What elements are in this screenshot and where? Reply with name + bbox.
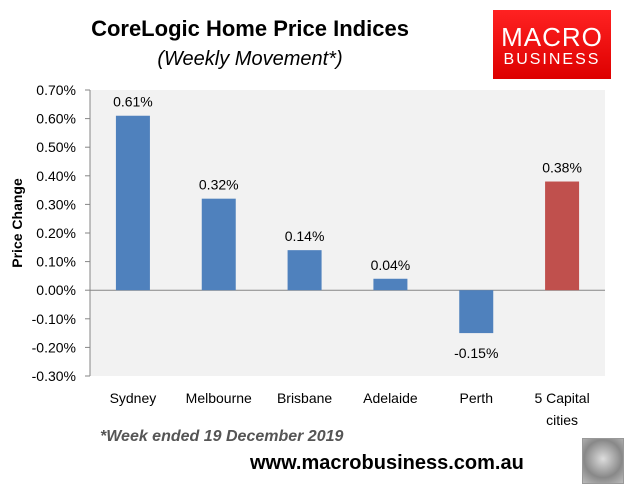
y-tick-label: -0.30% — [32, 368, 76, 384]
y-tick-label: 0.70% — [36, 82, 76, 98]
logo-line-2: BUSINESS — [503, 51, 601, 68]
chart-title: CoreLogic Home Price Indices — [91, 16, 409, 41]
data-label: 0.38% — [542, 160, 582, 176]
data-label: 0.04% — [371, 257, 411, 273]
wolf-logo-icon — [582, 438, 624, 484]
y-tick-label: 0.40% — [36, 168, 76, 184]
y-tick-label: 0.00% — [36, 282, 76, 298]
bar — [545, 181, 580, 291]
x-tick-label: Brisbane — [277, 390, 332, 406]
bar — [459, 290, 494, 334]
bar — [287, 250, 322, 291]
x-tick-label: Perth — [460, 390, 493, 406]
y-tick-label: 0.10% — [36, 254, 76, 270]
x-tick-label: cities — [546, 412, 578, 428]
bar — [373, 278, 408, 291]
data-label: 0.14% — [285, 228, 325, 244]
data-label: 0.32% — [199, 177, 239, 193]
y-axis-title: Price Change — [9, 178, 25, 268]
y-tick-label: 0.60% — [36, 111, 76, 127]
y-tick-label: 0.50% — [36, 139, 76, 155]
x-tick-label: Melbourne — [186, 390, 252, 406]
x-tick-label: Adelaide — [363, 390, 418, 406]
y-tick-label: 0.30% — [36, 196, 76, 212]
y-tick-label: -0.20% — [32, 339, 76, 355]
bar — [201, 198, 236, 291]
data-label: -0.15% — [454, 345, 498, 361]
logo-line-1: MACRO — [501, 22, 603, 52]
website-url: www.macrobusiness.com.au — [250, 452, 524, 474]
x-tick-label: Sydney — [110, 390, 157, 406]
chart-subtitle: (Weekly Movement*) — [157, 48, 343, 70]
plot-area — [90, 90, 605, 376]
macrobusiness-logo: MACRO BUSINESS — [493, 10, 611, 79]
x-tick-label: 5 Capital — [534, 390, 589, 406]
footnote: *Week ended 19 December 2019 — [100, 428, 344, 445]
data-label: 0.61% — [113, 94, 153, 110]
y-tick-label: 0.20% — [36, 225, 76, 241]
y-tick-label: -0.10% — [32, 311, 76, 327]
bar — [115, 115, 150, 291]
